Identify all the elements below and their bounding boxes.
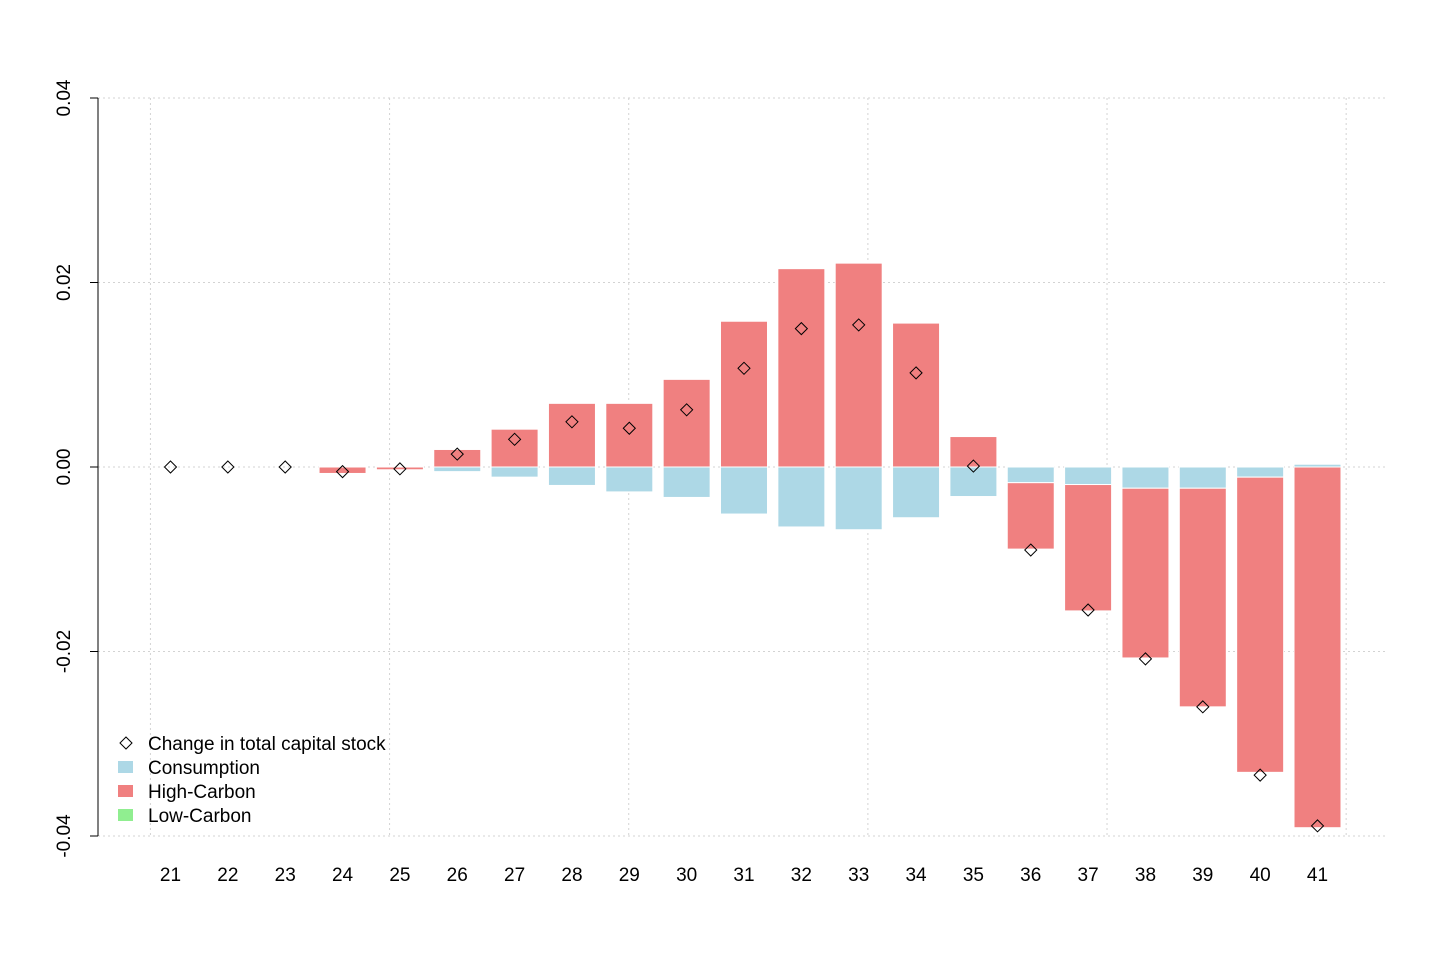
x-tick-label: 28: [561, 865, 582, 886]
bar-consumption-30: [662, 466, 711, 498]
bar-high-carbon-41: [1293, 466, 1342, 829]
x-tick-label: 32: [791, 865, 812, 886]
bars: [318, 262, 1342, 829]
grid-lines: [98, 97, 1388, 837]
x-tick-label: 41: [1307, 865, 1328, 886]
bar-high-carbon-32: [777, 268, 826, 468]
bar-consumption-32: [777, 466, 826, 528]
x-tick-label: 34: [905, 865, 927, 886]
x-tick-label: 23: [275, 865, 296, 886]
legend: Change in total capital stock Consumption…: [118, 734, 386, 827]
x-tick-label: 29: [619, 865, 640, 886]
point-total-capital-34: [909, 366, 923, 380]
points: [163, 318, 1325, 833]
x-tick-label: 36: [1020, 865, 1041, 886]
x-tick-label: 38: [1135, 865, 1156, 886]
x-tick-label: 27: [504, 865, 525, 886]
point-total-capital-40: [1253, 768, 1267, 782]
bar-high-carbon-36: [1006, 482, 1055, 550]
point-total-capital-38: [1138, 652, 1153, 666]
y-tick-label: -0.04: [54, 814, 75, 858]
bar-high-carbon-35: [949, 436, 998, 468]
point-total-capital-21: [163, 460, 178, 474]
point-total-capital-24: [335, 464, 350, 479]
bar-consumption-34: [892, 466, 941, 519]
bar-high-carbon-24: [318, 466, 367, 474]
bar-high-carbon-40: [1236, 476, 1285, 773]
legend-label: High-Carbon: [148, 782, 256, 803]
x-tick-label: 22: [217, 865, 238, 886]
point-total-capital-41: [1310, 819, 1325, 833]
bar-high-carbon-34: [892, 322, 941, 468]
x-tick-label: 33: [848, 865, 869, 886]
x-tick-label: 37: [1078, 865, 1099, 886]
x-tick-label: 31: [733, 865, 754, 886]
x-axis-labels: 21 22 23 24 25 26 27 28 29 30 31 32 33 34 35 36 37 38 39 40…: [160, 865, 1328, 886]
legend-swatch: [118, 809, 133, 821]
legend-symbol-diamond: [119, 736, 133, 750]
bar-consumption-27: [490, 466, 539, 478]
legend-swatch: [118, 785, 133, 797]
legend-label: Change in total capital stock: [148, 734, 386, 755]
bar-high-carbon-30: [662, 378, 711, 468]
bar-consumption-29: [605, 466, 654, 493]
bar-consumption-31: [720, 466, 768, 515]
bar-consumption-39: [1178, 466, 1227, 489]
point-total-capital-37: [1081, 603, 1095, 617]
x-tick-label: 35: [963, 865, 984, 886]
bar-high-carbon-28: [547, 402, 596, 468]
x-tick-label: 30: [676, 865, 697, 886]
bar-consumption-26: [433, 466, 482, 473]
x-tick-label: 25: [389, 865, 410, 886]
bar-high-carbon-37: [1064, 484, 1113, 612]
legend-swatch: [118, 761, 133, 773]
legend-label: Low-Carbon: [148, 806, 252, 827]
bar-high-carbon-26: [433, 448, 482, 468]
x-tick-label: 21: [160, 865, 181, 886]
bar-high-carbon-27: [490, 428, 539, 468]
x-tick-label: 40: [1250, 865, 1271, 886]
x-tick-label: 39: [1192, 865, 1213, 886]
bar-consumption-37: [1064, 466, 1113, 486]
point-total-capital-35: [966, 459, 981, 473]
point-total-capital-22: [221, 460, 235, 474]
y-tick-label: 0.02: [54, 264, 75, 301]
bar-high-carbon-25: [375, 466, 424, 471]
bar-high-carbon-29: [605, 402, 654, 468]
bar-high-carbon-31: [720, 320, 768, 468]
x-tick-label: 26: [447, 865, 468, 886]
point-total-capital-28: [565, 415, 579, 429]
point-total-capital-26: [450, 447, 464, 461]
y-axis: 0.04 0.02 0.00 -0.02 -0.04: [54, 79, 99, 858]
bar-high-carbon-33: [834, 262, 883, 468]
point-total-capital-36: [1024, 543, 1038, 557]
point-total-capital-32: [794, 321, 809, 336]
point-total-capital-27: [507, 432, 522, 447]
y-tick-label: 0.00: [54, 449, 75, 486]
bar-high-carbon-39: [1178, 487, 1227, 708]
legend-label: Consumption: [148, 758, 260, 779]
y-tick-label: 0.04: [54, 79, 75, 116]
bar-high-carbon-38: [1121, 487, 1170, 659]
bar-consumption-38: [1121, 466, 1170, 489]
point-total-capital-33: [851, 318, 866, 332]
bar-consumption-28: [547, 466, 596, 486]
point-total-capital-30: [679, 403, 694, 417]
point-total-capital-39: [1196, 700, 1210, 714]
y-tick-label: -0.02: [54, 630, 75, 673]
x-tick-label: 24: [332, 865, 354, 886]
bar-consumption-36: [1006, 466, 1055, 484]
bar-consumption-40: [1236, 466, 1285, 478]
bar-consumption-33: [834, 466, 883, 531]
point-total-capital-23: [278, 460, 292, 474]
point-total-capital-31: [737, 361, 751, 375]
point-total-capital-25: [393, 462, 407, 476]
point-total-capital-29: [622, 421, 637, 435]
